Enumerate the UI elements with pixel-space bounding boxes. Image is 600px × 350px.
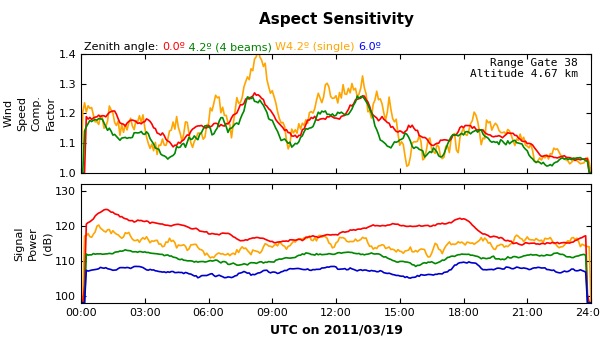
Text: W4.2º (single): W4.2º (single) [275, 42, 358, 52]
Text: 0.0º: 0.0º [162, 42, 185, 52]
Text: 4.2º (4 beams): 4.2º (4 beams) [185, 42, 275, 52]
X-axis label: UTC on 2011/03/19: UTC on 2011/03/19 [269, 323, 403, 336]
Text: Aspect Sensitivity: Aspect Sensitivity [259, 12, 413, 27]
Y-axis label: Wind
Speed
Comp.
Factor: Wind Speed Comp. Factor [4, 96, 56, 131]
Text: 6.0º: 6.0º [358, 42, 381, 52]
Text: Range Gate 38
Altitude 4.67 km: Range Gate 38 Altitude 4.67 km [470, 58, 578, 79]
Y-axis label: Signal
Power
(dB): Signal Power (dB) [14, 226, 52, 261]
Text: Zenith angle:: Zenith angle: [84, 42, 162, 52]
